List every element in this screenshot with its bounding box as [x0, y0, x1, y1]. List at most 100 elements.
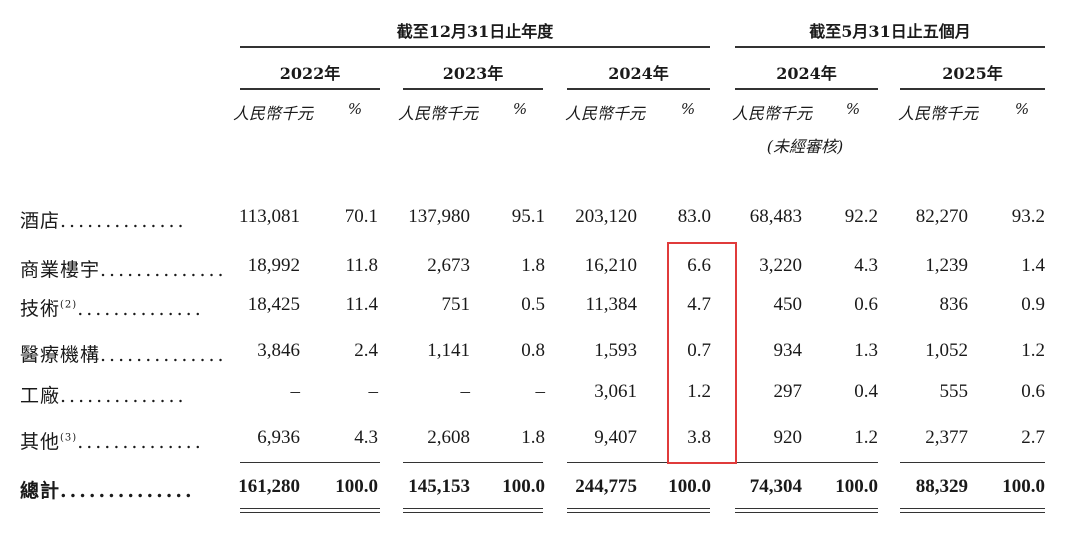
leader-dots: .............. [77, 298, 204, 320]
cell-amount-2023: – [460, 381, 471, 402]
leader-dots: .............. [60, 480, 195, 502]
cell-pct-2022: 70.1 [344, 206, 378, 227]
pct-label-2023: % [512, 100, 528, 118]
unit-label-2025-5m: 人民幣千元 [897, 104, 978, 123]
cell-amount-2022: 113,081 [238, 206, 300, 227]
cell-amount-2024: 9,407 [594, 427, 637, 448]
cell-pct-2022: 100.0 [335, 476, 378, 497]
leader-dots: .............. [77, 431, 204, 453]
cell-pct-2023: 1.8 [521, 255, 545, 276]
row-label-text: 總計 [20, 480, 61, 502]
cell-amount-2024: 16,210 [584, 255, 637, 276]
year-header-2022: 2022年 [279, 64, 341, 83]
cell-amount-2025-5m: 1,052 [925, 340, 968, 361]
cell-pct-2024-5m: 0.4 [854, 381, 878, 402]
cell-pct-2023: 1.8 [521, 427, 545, 448]
cell-pct-2023: 0.8 [521, 340, 545, 361]
row-label-text: 酒店 [20, 210, 61, 232]
cell-pct-2024: 6.6 [687, 255, 711, 276]
cell-pct-2024-5m: 1.3 [854, 340, 878, 361]
row-label: 其他(3).............. [20, 427, 204, 454]
row-label-text: 其他 [20, 431, 61, 453]
unaudited-label: (未經審核) [766, 137, 844, 156]
cell-amount-2024-5m: 3,220 [759, 255, 802, 276]
period-five-months-title: 截至5月31日止五個月 [809, 22, 971, 41]
unit-label-2024: 人民幣千元 [564, 104, 645, 123]
total-double-rule [735, 508, 878, 513]
pct-label-2022: % [347, 100, 363, 118]
cell-amount-2024-5m: 920 [773, 427, 803, 448]
cell-pct-2023: – [535, 381, 546, 402]
cell-pct-2024-5m: 0.6 [854, 294, 878, 315]
cell-amount-2022: 161,280 [238, 476, 300, 497]
row-label: 醫療機構.............. [20, 340, 227, 367]
pct-label-2025-5m: % [1014, 100, 1030, 118]
row-footnote-marker: (2) [60, 299, 78, 311]
row-label: 商業樓宇.............. [20, 255, 227, 282]
cell-amount-2025-5m: 836 [939, 294, 969, 315]
cell-pct-2024: 1.2 [687, 381, 711, 402]
row-label-text: 工廠 [20, 385, 61, 407]
total-double-rule [240, 508, 380, 513]
cell-amount-2025-5m: 82,270 [915, 206, 968, 227]
leader-dots: .............. [100, 344, 227, 366]
period-full-year-rule [240, 46, 710, 48]
cell-amount-2023: 2,673 [427, 255, 470, 276]
cell-amount-2024-5m: 297 [773, 381, 803, 402]
cell-amount-2025-5m: 88,329 [915, 476, 968, 497]
subtotal-rule [900, 462, 1045, 463]
cell-pct-2023: 0.5 [521, 294, 545, 315]
total-double-rule [567, 508, 710, 513]
cell-pct-2022: – [368, 381, 379, 402]
year-header-2025-5m: 2025年 [942, 64, 1003, 83]
cell-pct-2022: 4.3 [354, 427, 378, 448]
total-double-rule [403, 508, 543, 513]
cell-pct-2025-5m: 1.2 [1021, 340, 1045, 361]
cell-pct-2024-5m: 100.0 [835, 476, 878, 497]
period-full-year-title: 截至12月31日止年度 [396, 22, 554, 41]
leader-dots: .............. [60, 385, 187, 407]
cell-pct-2024-5m: 4.3 [854, 255, 878, 276]
row-footnote-marker: (3) [60, 432, 78, 444]
cell-amount-2024: 1,593 [594, 340, 637, 361]
leader-dots: .............. [100, 259, 227, 281]
cell-pct-2024: 83.0 [677, 206, 711, 227]
year-2025-5m-rule [900, 88, 1045, 90]
unit-label-2024-5m: 人民幣千元 [731, 104, 812, 123]
cell-pct-2024: 0.7 [687, 340, 711, 361]
cell-amount-2022: 3,846 [257, 340, 300, 361]
cell-pct-2024: 100.0 [668, 476, 711, 497]
year-header-2024: 2024年 [608, 64, 669, 83]
year-header-2023: 2023年 [442, 64, 504, 83]
cell-amount-2022: 18,425 [247, 294, 300, 315]
cell-amount-2024: 11,384 [585, 294, 637, 315]
year-2022-rule [240, 88, 380, 90]
cell-amount-2023: 145,153 [408, 476, 470, 497]
subtotal-rule [567, 462, 710, 463]
cell-pct-2022: 11.4 [345, 294, 378, 315]
pct-label-2024-5m: % [845, 100, 861, 118]
highlight-box [667, 242, 737, 464]
cell-amount-2024-5m: 74,304 [749, 476, 802, 497]
row-label: 酒店.............. [20, 206, 187, 233]
cell-pct-2025-5m: 0.6 [1021, 381, 1045, 402]
cell-pct-2025-5m: 0.9 [1021, 294, 1045, 315]
cell-pct-2024-5m: 92.2 [844, 206, 878, 227]
row-label: 工廠.............. [20, 381, 187, 408]
total-double-rule [900, 508, 1045, 513]
cell-amount-2025-5m: 2,377 [925, 427, 968, 448]
year-2024-rule [567, 88, 710, 90]
cell-amount-2024-5m: 450 [773, 294, 803, 315]
row-label: 技術(2).............. [20, 294, 204, 321]
cell-amount-2022: 6,936 [257, 427, 300, 448]
subtotal-rule [735, 462, 878, 463]
year-2024-5m-rule [735, 88, 878, 90]
row-label-text: 醫療機構 [20, 344, 101, 366]
cell-pct-2022: 2.4 [354, 340, 378, 361]
subtotal-rule [240, 462, 380, 463]
cell-amount-2024: 203,120 [575, 206, 637, 227]
cell-amount-2023: 1,141 [427, 340, 470, 361]
cell-amount-2023: 751 [441, 294, 471, 315]
unit-label-2022: 人民幣千元 [232, 104, 313, 123]
cell-pct-2025-5m: 100.0 [1002, 476, 1045, 497]
